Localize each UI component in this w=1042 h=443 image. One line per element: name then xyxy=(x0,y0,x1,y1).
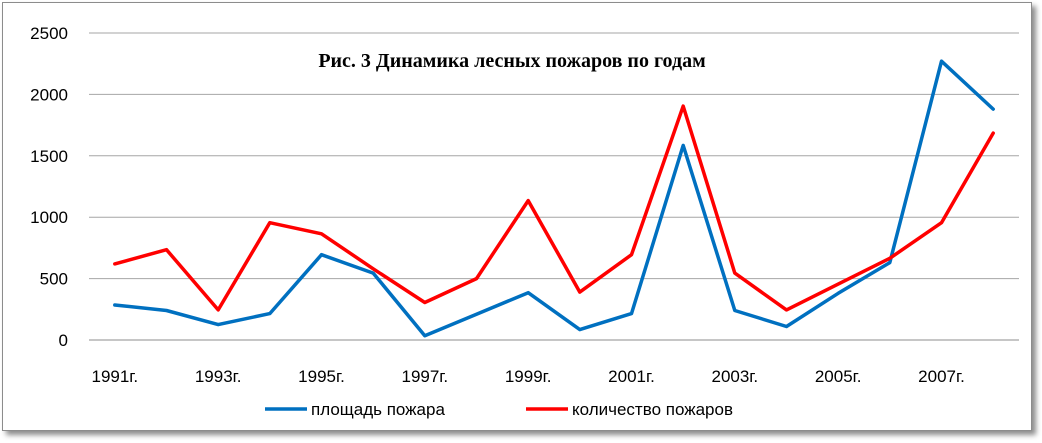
x-tick-label: 1995г. xyxy=(298,367,345,386)
x-tick-label: 2005г. xyxy=(815,367,862,386)
series-lines xyxy=(113,59,995,338)
y-axis-tick-labels: 0 500 1000 1500 2000 2500 xyxy=(30,24,68,350)
y-tick-label: 500 xyxy=(40,270,68,289)
x-axis-tick-labels: 1991г. 1993г. 1995г. 1997г. 1999г. 2001г. 2003… xyxy=(91,367,964,386)
legend: площадь пожара количество пожаров xyxy=(265,400,733,419)
legend-label: площадь пожара xyxy=(311,400,445,419)
x-tick-label: 1999г. xyxy=(505,367,552,386)
x-tick-label: 2001г. xyxy=(608,367,655,386)
chart-title: Рис. 3 Динамика лесных пожаров по годам xyxy=(318,50,705,72)
x-tick-label: 1997г. xyxy=(401,367,448,386)
x-tick-label: 1993г. xyxy=(195,367,242,386)
x-tick-label: 2007г. xyxy=(918,367,965,386)
legend-label: количество пожаров xyxy=(572,400,733,419)
y-tick-label: 1000 xyxy=(30,208,68,227)
y-tick-label: 1500 xyxy=(30,147,68,166)
y-tick-label: 2500 xyxy=(30,24,68,43)
series-line-0 xyxy=(113,59,995,338)
y-tick-label: 0 xyxy=(59,331,68,350)
y-tick-label: 2000 xyxy=(30,85,68,104)
x-tick-label: 2003г. xyxy=(711,367,758,386)
series-line-1 xyxy=(113,104,995,312)
x-tick-label: 1991г. xyxy=(91,367,138,386)
